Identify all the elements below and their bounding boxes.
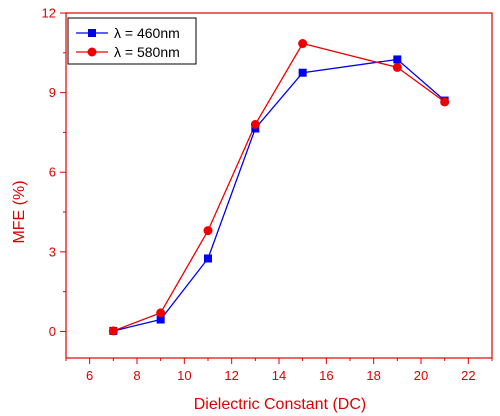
data-point xyxy=(204,254,212,263)
series-2-markers xyxy=(108,39,450,336)
x-tick-label: 12 xyxy=(224,368,238,383)
legend-label: λ = 460nm xyxy=(114,25,180,41)
data-point xyxy=(298,68,307,77)
data-point xyxy=(298,39,308,49)
y-tick-label: 6 xyxy=(49,165,56,180)
legend-label: λ = 580nm xyxy=(114,44,180,60)
series-2 xyxy=(113,42,446,332)
series-line xyxy=(113,42,446,332)
data-point xyxy=(393,55,402,64)
data-point xyxy=(440,97,450,107)
x-axis-ticks: 6 8 10 12 14 16 18 20 22 xyxy=(65,358,493,383)
data-point xyxy=(203,226,213,236)
y-axis-label: MFE (%) xyxy=(11,180,28,243)
y-tick-label: 12 xyxy=(42,6,56,21)
y-tick-label: 9 xyxy=(49,85,56,100)
data-point xyxy=(156,308,166,318)
y-tick-label: 3 xyxy=(49,244,56,259)
y-tick-label: 0 xyxy=(49,324,56,339)
legend-box xyxy=(67,17,197,65)
data-point xyxy=(392,62,402,72)
x-tick-label: 14 xyxy=(272,368,286,383)
data-point xyxy=(108,326,118,336)
plot-frame xyxy=(65,12,493,359)
x-tick-label: 22 xyxy=(461,368,475,383)
legend-marker xyxy=(87,47,97,57)
x-tick-label: 20 xyxy=(414,368,428,383)
data-point xyxy=(250,119,260,129)
legend: λ = 460nm λ = 580nm xyxy=(67,17,197,65)
series-1-markers xyxy=(109,55,449,335)
x-tick-label: 8 xyxy=(133,368,140,383)
series-layer xyxy=(108,39,450,336)
series-1 xyxy=(113,58,446,332)
data-point xyxy=(156,315,165,324)
x-tick-label: 18 xyxy=(366,368,380,383)
x-tick-label: 16 xyxy=(319,368,333,383)
y-axis-ticks: 0 3 6 9 12 xyxy=(42,6,66,339)
series-line xyxy=(113,58,446,332)
x-tick-label: 10 xyxy=(177,368,191,383)
plot-border xyxy=(65,12,493,359)
x-axis-label: Dielectric Constant (DC) xyxy=(194,396,366,413)
legend-marker xyxy=(88,29,96,37)
x-tick-label: 6 xyxy=(86,368,93,383)
